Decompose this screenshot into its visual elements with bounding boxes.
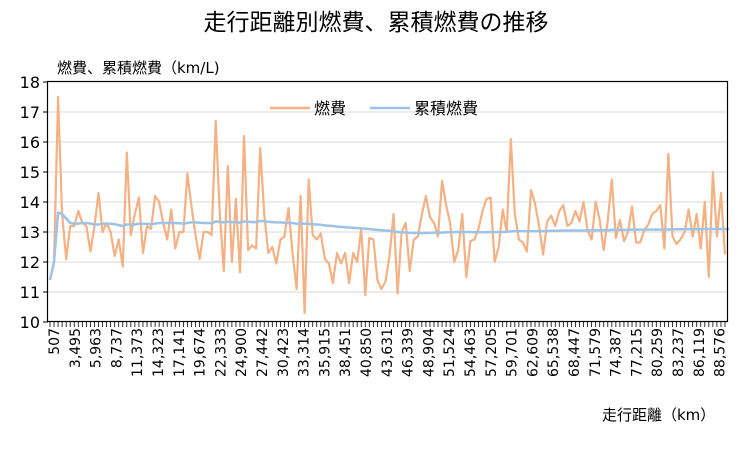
x-tick-label: 19,674 bbox=[193, 328, 209, 377]
x-tick-labels: 507 3,495 5,963 8,737 11,373 14,323 17,141 19,6… bbox=[47, 328, 729, 377]
x-tick-label: 65,538 bbox=[546, 328, 562, 377]
legend-label-fuel: 燃費 bbox=[314, 99, 346, 118]
x-tick-label: 33,314 bbox=[297, 328, 313, 377]
series-line-cumulative bbox=[48, 211, 729, 281]
x-tick-label: 507 bbox=[47, 328, 63, 355]
x-tick-label: 46,339 bbox=[401, 328, 417, 377]
x-tick-label: 11,373 bbox=[130, 328, 146, 377]
x-tick-label: 17,141 bbox=[172, 328, 188, 377]
x-tick-label: 62,609 bbox=[525, 328, 541, 377]
x-tick-label: 5,963 bbox=[89, 328, 105, 368]
x-tick-label: 8,737 bbox=[109, 328, 125, 368]
y-tick-label: 12 bbox=[20, 253, 40, 272]
x-tick-label: 74,387 bbox=[609, 328, 625, 377]
x-tick-label: 27,442 bbox=[255, 328, 271, 377]
x-axis-title: 走行距離（km） bbox=[602, 406, 715, 424]
x-tick-label: 59,701 bbox=[505, 328, 521, 377]
x-tick-label: 80,259 bbox=[650, 328, 666, 377]
x-tick-label: 57,205 bbox=[484, 328, 500, 377]
y-tick-label: 10 bbox=[20, 313, 40, 332]
x-tick-label: 40,850 bbox=[359, 328, 375, 377]
y-tick-labels: 10 11 12 13 14 15 16 17 18 bbox=[20, 73, 40, 332]
x-tick-label: 83,237 bbox=[671, 328, 687, 377]
x-tick-label: 68,447 bbox=[567, 328, 583, 377]
y-tick-label: 17 bbox=[20, 103, 40, 122]
x-tick-label: 51,524 bbox=[442, 328, 458, 377]
series-line-fuel bbox=[48, 95, 727, 315]
y-tick-label: 14 bbox=[20, 193, 40, 212]
y-tick-label: 11 bbox=[20, 283, 40, 302]
y-tick-label: 13 bbox=[20, 223, 40, 242]
legend-label-cumulative: 累積燃費 bbox=[414, 99, 478, 118]
legend: 燃費 累積燃費 bbox=[270, 99, 478, 118]
gridlines bbox=[43, 81, 727, 327]
y-axis-title: 燃費、累積燃費（km/L) bbox=[57, 59, 220, 77]
x-tick-label: 54,463 bbox=[463, 328, 479, 377]
x-tick-label: 43,631 bbox=[380, 328, 396, 377]
x-tick-label: 86,119 bbox=[692, 328, 708, 377]
chart-title: 走行距離別燃費、累積燃費の推移 bbox=[204, 10, 549, 36]
y-tick-label: 15 bbox=[20, 163, 40, 182]
x-tick-label: 38,451 bbox=[338, 328, 354, 377]
y-tick-label: 18 bbox=[20, 73, 40, 92]
plot-area-border bbox=[46, 80, 729, 323]
x-tick-label: 14,323 bbox=[151, 328, 167, 377]
x-tick-label: 71,579 bbox=[588, 328, 604, 377]
x-tick-label: 24,900 bbox=[234, 328, 250, 377]
series-lines bbox=[48, 95, 729, 315]
x-tick-label: 3,495 bbox=[68, 328, 84, 368]
x-tick-label: 77,215 bbox=[629, 328, 645, 377]
x-tick-label: 35,915 bbox=[317, 328, 333, 377]
x-tick-label: 88,576 bbox=[713, 328, 729, 377]
x-tick-label: 48,904 bbox=[421, 328, 437, 377]
y-tick-label: 16 bbox=[20, 133, 40, 152]
x-tick-label: 22,333 bbox=[213, 328, 229, 377]
x-tick-label: 30,423 bbox=[276, 328, 292, 377]
